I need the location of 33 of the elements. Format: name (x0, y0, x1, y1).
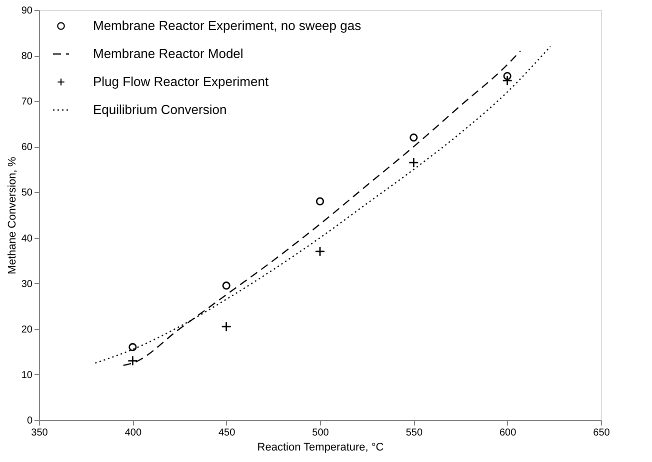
y-tick-label: 10 (21, 370, 33, 381)
point (128, 343, 137, 352)
point (221, 321, 232, 332)
legend-label: Membrane Reactor Model (93, 46, 244, 61)
x-tick-label: 550 (406, 428, 423, 438)
legend-label: Plug Flow Reactor Experiment (93, 74, 269, 89)
y-tick-label: 60 (21, 142, 33, 154)
point (316, 197, 324, 206)
point (408, 157, 419, 168)
y-tick-label: 30 (21, 278, 33, 290)
point (503, 72, 512, 80)
y-tick-label: 50 (21, 188, 33, 199)
point (410, 134, 418, 142)
x-tick-label: 500 (312, 428, 330, 438)
y-tick-label: 40 (21, 233, 33, 244)
point (127, 356, 138, 366)
x-tick-label: 650 (593, 428, 610, 438)
legend-label: Equilibrium Conversion (93, 102, 227, 117)
x-tick-label: 400 (124, 428, 142, 438)
point (502, 75, 513, 86)
point (222, 282, 230, 290)
y-tick-label: 70 (21, 96, 33, 108)
y-tick-label: 20 (21, 324, 33, 336)
y-tick-label: 0 (26, 416, 33, 426)
x-tick-label: 450 (218, 428, 236, 438)
x-axis-title: Reaction Temperature, °C (257, 442, 384, 454)
x-tick-label: 600 (499, 428, 517, 438)
x-tick-label: 350 (31, 428, 48, 438)
legend-label: Membrane Reactor Experiment, no sweep gas (93, 18, 362, 33)
y-axis-title: Methane Conversion, % (6, 156, 18, 274)
point (314, 246, 326, 257)
y-tick-label: 80 (21, 51, 33, 62)
y-tick-label: 90 (21, 6, 33, 16)
